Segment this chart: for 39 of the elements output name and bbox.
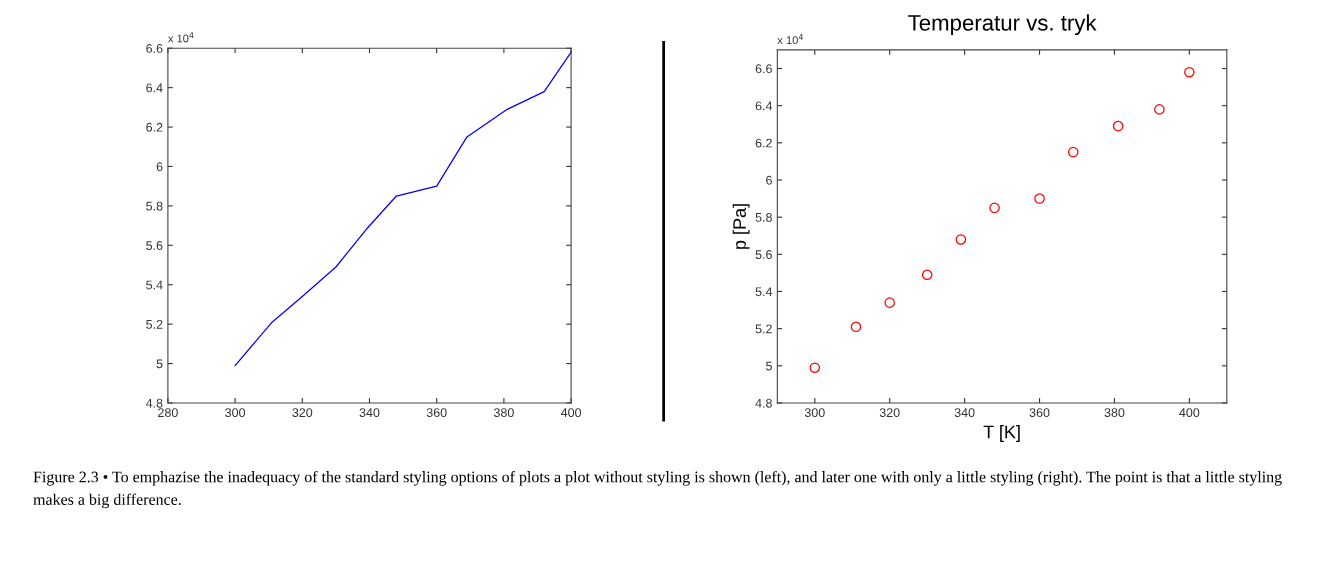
y-tick-label: 6.4 [146,83,163,93]
x-tick-label: 320 [879,408,900,418]
y-tick-label: 6.6 [146,44,163,53]
y-tick-label: 6 [766,175,772,185]
text: x 10$^{4}$ [168,32,194,43]
chart-title: Temperatur vs. tryk [908,14,1097,36]
x-tick-label: 400 [560,408,582,418]
y-tick-label: 6.4 [755,101,773,111]
x-tick-label: 400 [1179,408,1200,418]
x-tick-label: 320 [292,408,313,418]
x-tick-label: 300 [804,408,825,418]
y-tick-label: 5.4 [146,280,163,290]
x-tick-label: 360 [1029,408,1050,418]
y-tick-label: 5.2 [146,319,163,329]
caption: Figure 2.3 • To emphazise the inadequacy of the standard styling options of plots a plot without styling is shown (left), and later one with only a little styling (right). The point is that a little styling makes a big difference. [33,470,1282,509]
x-tick-label: 280 [158,408,178,418]
y-tick-label: 5.8 [755,212,772,222]
x-axis-title: T [K] [983,425,1020,442]
text: x 10$^{4}$ [777,34,803,45]
x-tick-label: 360 [426,408,447,418]
x-tick-label: 340 [359,408,380,418]
y-tick-label: 6.2 [146,122,163,132]
y-axis-title: p [Pa] [732,204,750,249]
y-tick-label: 6.6 [755,64,772,74]
y-tick-label: 5 [766,361,772,371]
y-tick-label: 6.2 [755,138,772,148]
y-tick-label: 4.8 [145,398,163,408]
y-tick-label: 6 [156,162,163,172]
x-tick-label: 380 [493,408,514,418]
y-tick-label: 5.6 [146,241,163,250]
x-tick-label: 380 [1104,408,1125,418]
y-tick-label: 5.2 [755,324,772,334]
y-tick-label: 4.8 [755,398,772,408]
y-tick-label: 5 [156,359,163,369]
y-tick-label: 5.8 [146,201,163,211]
x-tick-label: 300 [225,408,246,418]
y-tick-label: 5.6 [755,250,772,259]
y-tick-label: 5.4 [755,287,773,297]
x-tick-label: 340 [954,408,975,418]
